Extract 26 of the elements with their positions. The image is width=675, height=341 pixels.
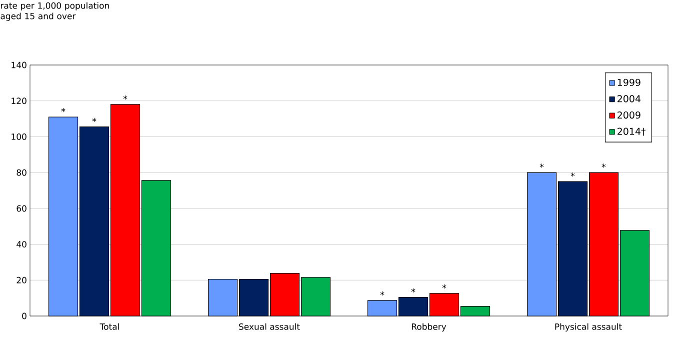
data-label: * — [380, 291, 384, 296]
y-axis-title: rate per 1,000 population aged 15 and over — [0, 2, 109, 21]
y-tick-label: 140 — [12, 62, 26, 68]
data-label: * — [61, 108, 66, 112]
y-tick-label: 100 — [12, 133, 26, 140]
data-label: * — [540, 164, 544, 168]
data-label: * — [570, 172, 575, 177]
x-tick-label: Physical assault — [555, 323, 622, 332]
y-tick-label: 0 — [22, 312, 26, 320]
data-label: * — [123, 95, 128, 100]
data-label: * — [602, 164, 606, 168]
data-label: * — [411, 288, 416, 292]
x-tick-label: Robbery — [412, 323, 446, 332]
legend-label: 1999 — [618, 78, 640, 86]
data-label: * — [92, 118, 96, 122]
legend-label: 2004 — [618, 95, 640, 102]
x-tick-label: Sexual assault — [239, 323, 300, 330]
y-tick-label: 120 — [12, 98, 26, 104]
y-tick-label: 60 — [16, 205, 26, 212]
data-label: * — [442, 284, 446, 289]
legend-label: 2009 — [618, 111, 640, 119]
legend-label: 2014† — [618, 128, 646, 136]
y-tick-label: 20 — [16, 276, 26, 284]
x-tick-label: Total — [100, 323, 119, 330]
y-tick-label: 80 — [16, 169, 26, 176]
y-tick-label: 40 — [16, 241, 26, 248]
